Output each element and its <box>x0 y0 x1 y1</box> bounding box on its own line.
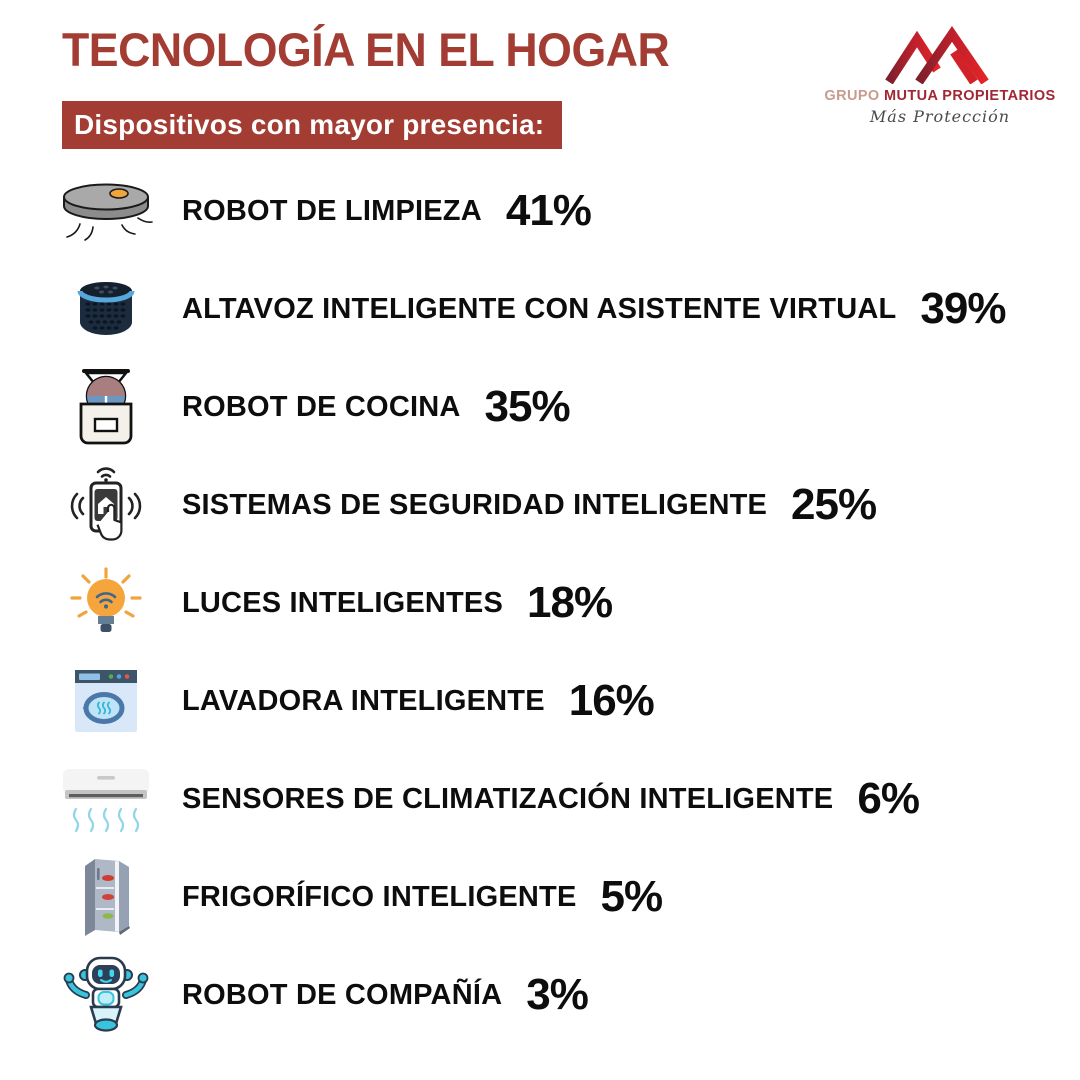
device-label: ROBOT DE COCINA <box>182 390 461 423</box>
device-row: LUCES INTELIGENTES 18% <box>50 554 1070 652</box>
device-percentage: 6% <box>857 774 920 823</box>
washing-machine-icon <box>50 653 162 749</box>
brand-prefix: GRUPO <box>824 88 880 104</box>
device-row: SENSORES DE CLIMATIZACIÓN INTELIGENTE 6% <box>50 750 1070 848</box>
device-row: ALTAVOZ INTELIGENTE CON ASISTENTE VIRTUA… <box>50 260 1070 358</box>
robot-vacuum-icon <box>50 163 162 259</box>
kitchen-robot-icon <box>50 359 162 455</box>
brand-text: GRUPO MUTUA PROPIETARIOS <box>824 88 1055 104</box>
device-label: ALTAVOZ INTELIGENTE CON ASISTENTE VIRTUA… <box>182 292 897 325</box>
refrigerator-icon <box>50 849 162 945</box>
device-row: ROBOT DE LIMPIEZA 41% <box>50 162 1070 260</box>
security-system-icon <box>50 457 162 553</box>
brand-name: MUTUA PROPIETARIOS <box>884 88 1056 104</box>
smart-speaker-icon <box>50 261 162 357</box>
device-row: SISTEMAS DE SEGURIDAD INTELIGENTE 25% <box>50 456 1070 554</box>
device-percentage: 35% <box>484 382 571 431</box>
device-percentage: 3% <box>526 970 589 1019</box>
subtitle-banner: Dispositivos con mayor presencia: <box>62 101 563 149</box>
device-percentage: 39% <box>920 284 1006 333</box>
device-label: SISTEMAS DE SEGURIDAD INTELIGENTE <box>182 488 768 521</box>
page-title: TECNOLOGÍA EN EL HOGAR <box>62 23 670 76</box>
air-conditioner-icon <box>50 751 162 847</box>
device-label: LAVADORA INTELIGENTE <box>182 684 545 717</box>
device-label: SENSORES DE CLIMATIZACIÓN INTELIGENTE <box>182 782 834 815</box>
companion-robot-icon <box>50 947 162 1043</box>
device-percentage: 41% <box>505 186 592 235</box>
device-row: ROBOT DE COCINA 35% <box>50 358 1070 456</box>
device-label: FRIGORÍFICO INTELIGENTE <box>182 880 577 913</box>
device-label: LUCES INTELIGENTES <box>182 586 504 619</box>
device-percentage: 5% <box>600 872 664 921</box>
device-label: ROBOT DE COMPAÑÍA <box>182 978 503 1011</box>
device-list: ROBOT DE LIMPIEZA 41% <box>50 162 1070 1044</box>
device-row: LAVADORA INTELIGENTE 16% <box>50 652 1070 750</box>
brand-logo: GRUPO MUTUA PROPIETARIOS Más Protección <box>824 26 1056 126</box>
device-label: ROBOT DE LIMPIEZA <box>182 194 482 227</box>
device-row: ROBOT DE COMPAÑÍA 3% <box>50 946 1070 1044</box>
device-row: FRIGORÍFICO INTELIGENTE 5% <box>50 848 1070 946</box>
device-percentage: 16% <box>568 676 655 725</box>
smart-bulb-icon <box>50 555 162 651</box>
brand-tagline: Más Protección <box>869 107 1011 126</box>
device-percentage: 25% <box>791 480 877 529</box>
brand-mark-icon <box>885 26 989 84</box>
device-percentage: 18% <box>527 578 613 627</box>
